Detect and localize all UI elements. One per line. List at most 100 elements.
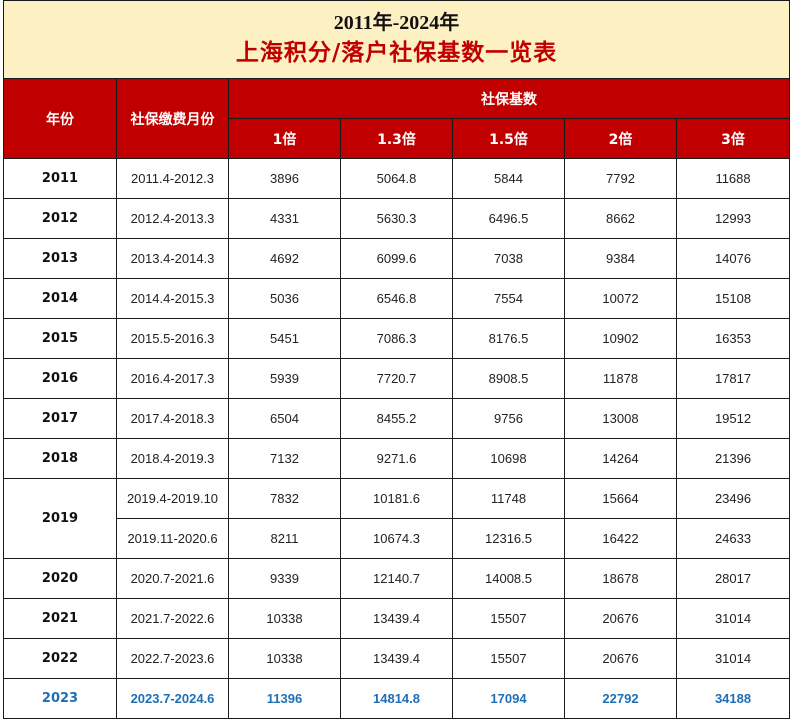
year-cell: 2018 (3, 438, 117, 479)
period-cell: 2019.11-2020.6 (116, 518, 229, 559)
value-cell: 10072 (564, 278, 677, 319)
value-cell: 12316.5 (452, 518, 565, 559)
value-cell: 13439.4 (340, 598, 453, 639)
period-cell: 2015.5-2016.3 (116, 318, 229, 359)
header-year: 年份 (3, 78, 117, 159)
value-cell: 10338 (228, 598, 341, 639)
year-cell: 2021 (3, 598, 117, 639)
value-cell: 7720.7 (340, 358, 453, 399)
value-cell: 7792 (564, 158, 677, 199)
year-cell: 2017 (3, 398, 117, 439)
value-cell: 9384 (564, 238, 677, 279)
value-cell: 7086.3 (340, 318, 453, 359)
period-cell: 2011.4-2012.3 (116, 158, 229, 199)
value-cell: 8455.2 (340, 398, 453, 439)
period-cell: 2019.4-2019.10 (116, 478, 229, 519)
value-cell: 10902 (564, 318, 677, 359)
value-cell: 6546.8 (340, 278, 453, 319)
period-cell: 2017.4-2018.3 (116, 398, 229, 439)
value-cell: 6099.6 (340, 238, 453, 279)
value-cell: 10674.3 (340, 518, 453, 559)
value-cell: 20676 (564, 638, 677, 679)
value-cell: 9271.6 (340, 438, 453, 479)
value-cell: 15108 (675, 278, 791, 319)
table-row: 2013 2013.4-2014.3 4692 6099.6 7038 9384 14076 (3, 238, 791, 279)
value-cell: 7132 (228, 438, 341, 479)
value-cell: 13439.4 (340, 638, 453, 679)
period-cell: 2013.4-2014.3 (116, 238, 229, 279)
value-cell: 5451 (228, 318, 341, 359)
table-row: 2012 2012.4-2013.3 4331 5630.3 6496.5 8662 129… (3, 198, 791, 239)
period-cell: 2016.4-2017.3 (116, 358, 229, 399)
year-cell: 2012 (3, 198, 117, 239)
value-cell: 20676 (564, 598, 677, 639)
value-cell: 16353 (675, 318, 791, 359)
table-row: 2019 2019.4-2019.10 7832 10181.6 11748 15664 2… (3, 478, 791, 559)
value-cell: 23496 (675, 478, 791, 519)
period-cell: 2021.7-2022.6 (116, 598, 229, 639)
value-cell: 14008.5 (452, 558, 565, 599)
value-cell: 7554 (452, 278, 565, 319)
value-cell: 8662 (564, 198, 677, 239)
year-cell: 2015 (3, 318, 117, 359)
value-cell: 13008 (564, 398, 677, 439)
header-multiple-3x: 3倍 (675, 118, 791, 159)
year-cell: 2013 (3, 238, 117, 279)
value-cell: 10698 (452, 438, 565, 479)
value-cell: 15507 (452, 598, 565, 639)
year-cell: 2016 (3, 358, 117, 399)
value-cell: 31014 (675, 598, 791, 639)
year-cell: 2011 (3, 158, 117, 199)
period-cell: 2018.4-2019.3 (116, 438, 229, 479)
period-cell: 2020.7-2021.6 (116, 558, 229, 599)
value-cell: 14264 (564, 438, 677, 479)
value-cell: 5939 (228, 358, 341, 399)
value-cell: 9339 (228, 558, 341, 599)
value-cell: 24633 (675, 518, 791, 559)
value-cell: 31014 (675, 638, 791, 679)
year-cell: 2022 (3, 638, 117, 679)
table-row: 2016 2016.4-2017.3 5939 7720.7 8908.5 11878 17… (3, 358, 791, 399)
value-cell: 14814.8 (340, 678, 453, 719)
table-row: 2023 2023.7-2024.6 11396 14814.8 17094 22792 3… (3, 678, 791, 719)
header-multiple-1x: 1倍 (228, 118, 341, 159)
year-cell: 2023 (3, 678, 117, 719)
value-cell: 7832 (228, 478, 341, 519)
value-cell: 5064.8 (340, 158, 453, 199)
value-cell: 3896 (228, 158, 341, 199)
value-cell: 17817 (675, 358, 791, 399)
value-cell: 16422 (564, 518, 677, 559)
value-cell: 11396 (228, 678, 341, 719)
value-cell: 17094 (452, 678, 565, 719)
table-row: 2020 2020.7-2021.6 9339 12140.7 14008.5 18678… (3, 558, 791, 599)
value-cell: 22792 (564, 678, 677, 719)
value-cell: 11878 (564, 358, 677, 399)
value-cell: 6496.5 (452, 198, 565, 239)
header-months: 社保缴费月份 (116, 78, 229, 159)
header-multiple-1-5x: 1.5倍 (452, 118, 565, 159)
header-multiple-2x: 2倍 (564, 118, 677, 159)
value-cell: 34188 (675, 678, 791, 719)
header-multiple-1-3x: 1.3倍 (340, 118, 453, 159)
value-cell: 10338 (228, 638, 341, 679)
period-cell: 2022.7-2023.6 (116, 638, 229, 679)
value-cell: 7038 (452, 238, 565, 279)
value-cell: 8211 (228, 518, 341, 559)
title-year-range: 2011年-2024年 (333, 11, 460, 34)
table-row: 2022 2022.7-2023.6 10338 13439.4 15507 20676 3… (3, 638, 791, 679)
value-cell: 8908.5 (452, 358, 565, 399)
value-cell: 21396 (675, 438, 791, 479)
period-cell: 2012.4-2013.3 (116, 198, 229, 239)
value-cell: 10181.6 (340, 478, 453, 519)
period-cell: 2014.4-2015.3 (116, 278, 229, 319)
value-cell: 4692 (228, 238, 341, 279)
value-cell: 15664 (564, 478, 677, 519)
year-cell: 2014 (3, 278, 117, 319)
value-cell: 5630.3 (340, 198, 453, 239)
year-cell: 2019 (3, 478, 117, 559)
value-cell: 9756 (452, 398, 565, 439)
value-cell: 5844 (452, 158, 565, 199)
table-row: 2015 2015.5-2016.3 5451 7086.3 8176.5 10902 16… (3, 318, 791, 359)
value-cell: 8176.5 (452, 318, 565, 359)
